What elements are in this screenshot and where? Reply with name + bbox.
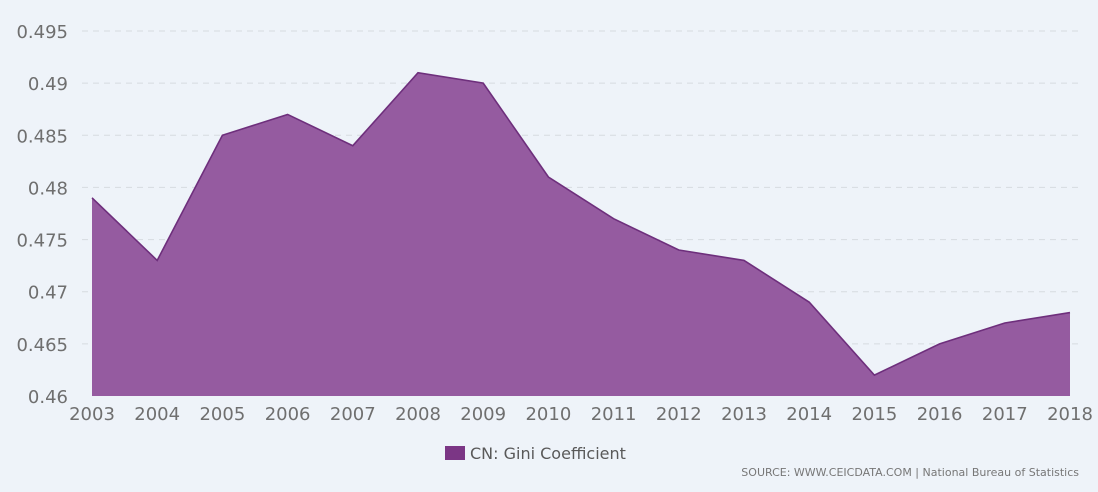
data-point-2009[interactable]: [480, 80, 486, 86]
source-note: SOURCE: WWW.CEICDATA.COM | National Bure…: [741, 466, 1079, 479]
x-tick-label: 2018: [1047, 404, 1093, 425]
series-line: [91, 71, 1071, 377]
x-tick-label: 2006: [265, 404, 311, 425]
y-axis-ticks: 0.46 0.465 0.47 0.475 0.48 0.485 0.49 0.495: [16, 22, 68, 408]
y-tick-label: 0.465: [16, 335, 68, 356]
x-tick-label: 2010: [525, 404, 571, 425]
y-tick-label: 0.46: [28, 387, 68, 408]
x-tick-label: 2012: [656, 404, 702, 425]
x-tick-label: 2017: [982, 404, 1028, 425]
x-tick-label: 2015: [851, 404, 897, 425]
legend[interactable]: CN: Gini Coefficient: [445, 444, 626, 463]
legend-swatch[interactable]: [445, 446, 465, 460]
data-point-2011[interactable]: [611, 216, 617, 222]
x-tick-label: 2004: [134, 404, 180, 425]
x-tick-label: 2003: [69, 404, 115, 425]
y-tick-label: 0.47: [28, 283, 68, 304]
y-tick-label: 0.48: [28, 178, 68, 199]
series-area: [92, 72, 1070, 396]
x-tick-label: 2014: [786, 404, 832, 425]
data-point-2008[interactable]: [415, 70, 421, 76]
data-point-2015[interactable]: [871, 372, 877, 378]
x-tick-label: 2005: [199, 404, 245, 425]
x-tick-label: 2016: [917, 404, 963, 425]
x-tick-label: 2008: [395, 404, 441, 425]
data-point-2018[interactable]: [1067, 310, 1073, 316]
data-point-2007[interactable]: [350, 143, 356, 149]
data-point-2014[interactable]: [806, 299, 812, 305]
x-tick-label: 2011: [591, 404, 637, 425]
x-tick-label: 2013: [721, 404, 767, 425]
data-point-2010[interactable]: [545, 174, 551, 180]
legend-label[interactable]: CN: Gini Coefficient: [470, 444, 626, 463]
data-point-2006[interactable]: [285, 111, 291, 117]
data-point-2003[interactable]: [89, 195, 95, 201]
y-tick-label: 0.495: [16, 22, 68, 43]
y-tick-label: 0.475: [16, 231, 68, 252]
plot-area: [89, 70, 1073, 396]
data-point-2017[interactable]: [1002, 320, 1008, 326]
data-point-2013[interactable]: [741, 257, 747, 263]
x-axis-ticks: 2003 2004 2005 2006 2007 2008 2009 2010 2011 2012…: [69, 404, 1093, 425]
data-point-2016[interactable]: [937, 341, 943, 347]
data-point-2004[interactable]: [154, 257, 160, 263]
data-point-2012[interactable]: [676, 247, 682, 253]
y-tick-label: 0.485: [16, 126, 68, 147]
data-point-2005[interactable]: [219, 132, 225, 138]
y-tick-label: 0.49: [28, 74, 68, 95]
x-tick-label: 2007: [330, 404, 376, 425]
x-tick-label: 2009: [460, 404, 506, 425]
